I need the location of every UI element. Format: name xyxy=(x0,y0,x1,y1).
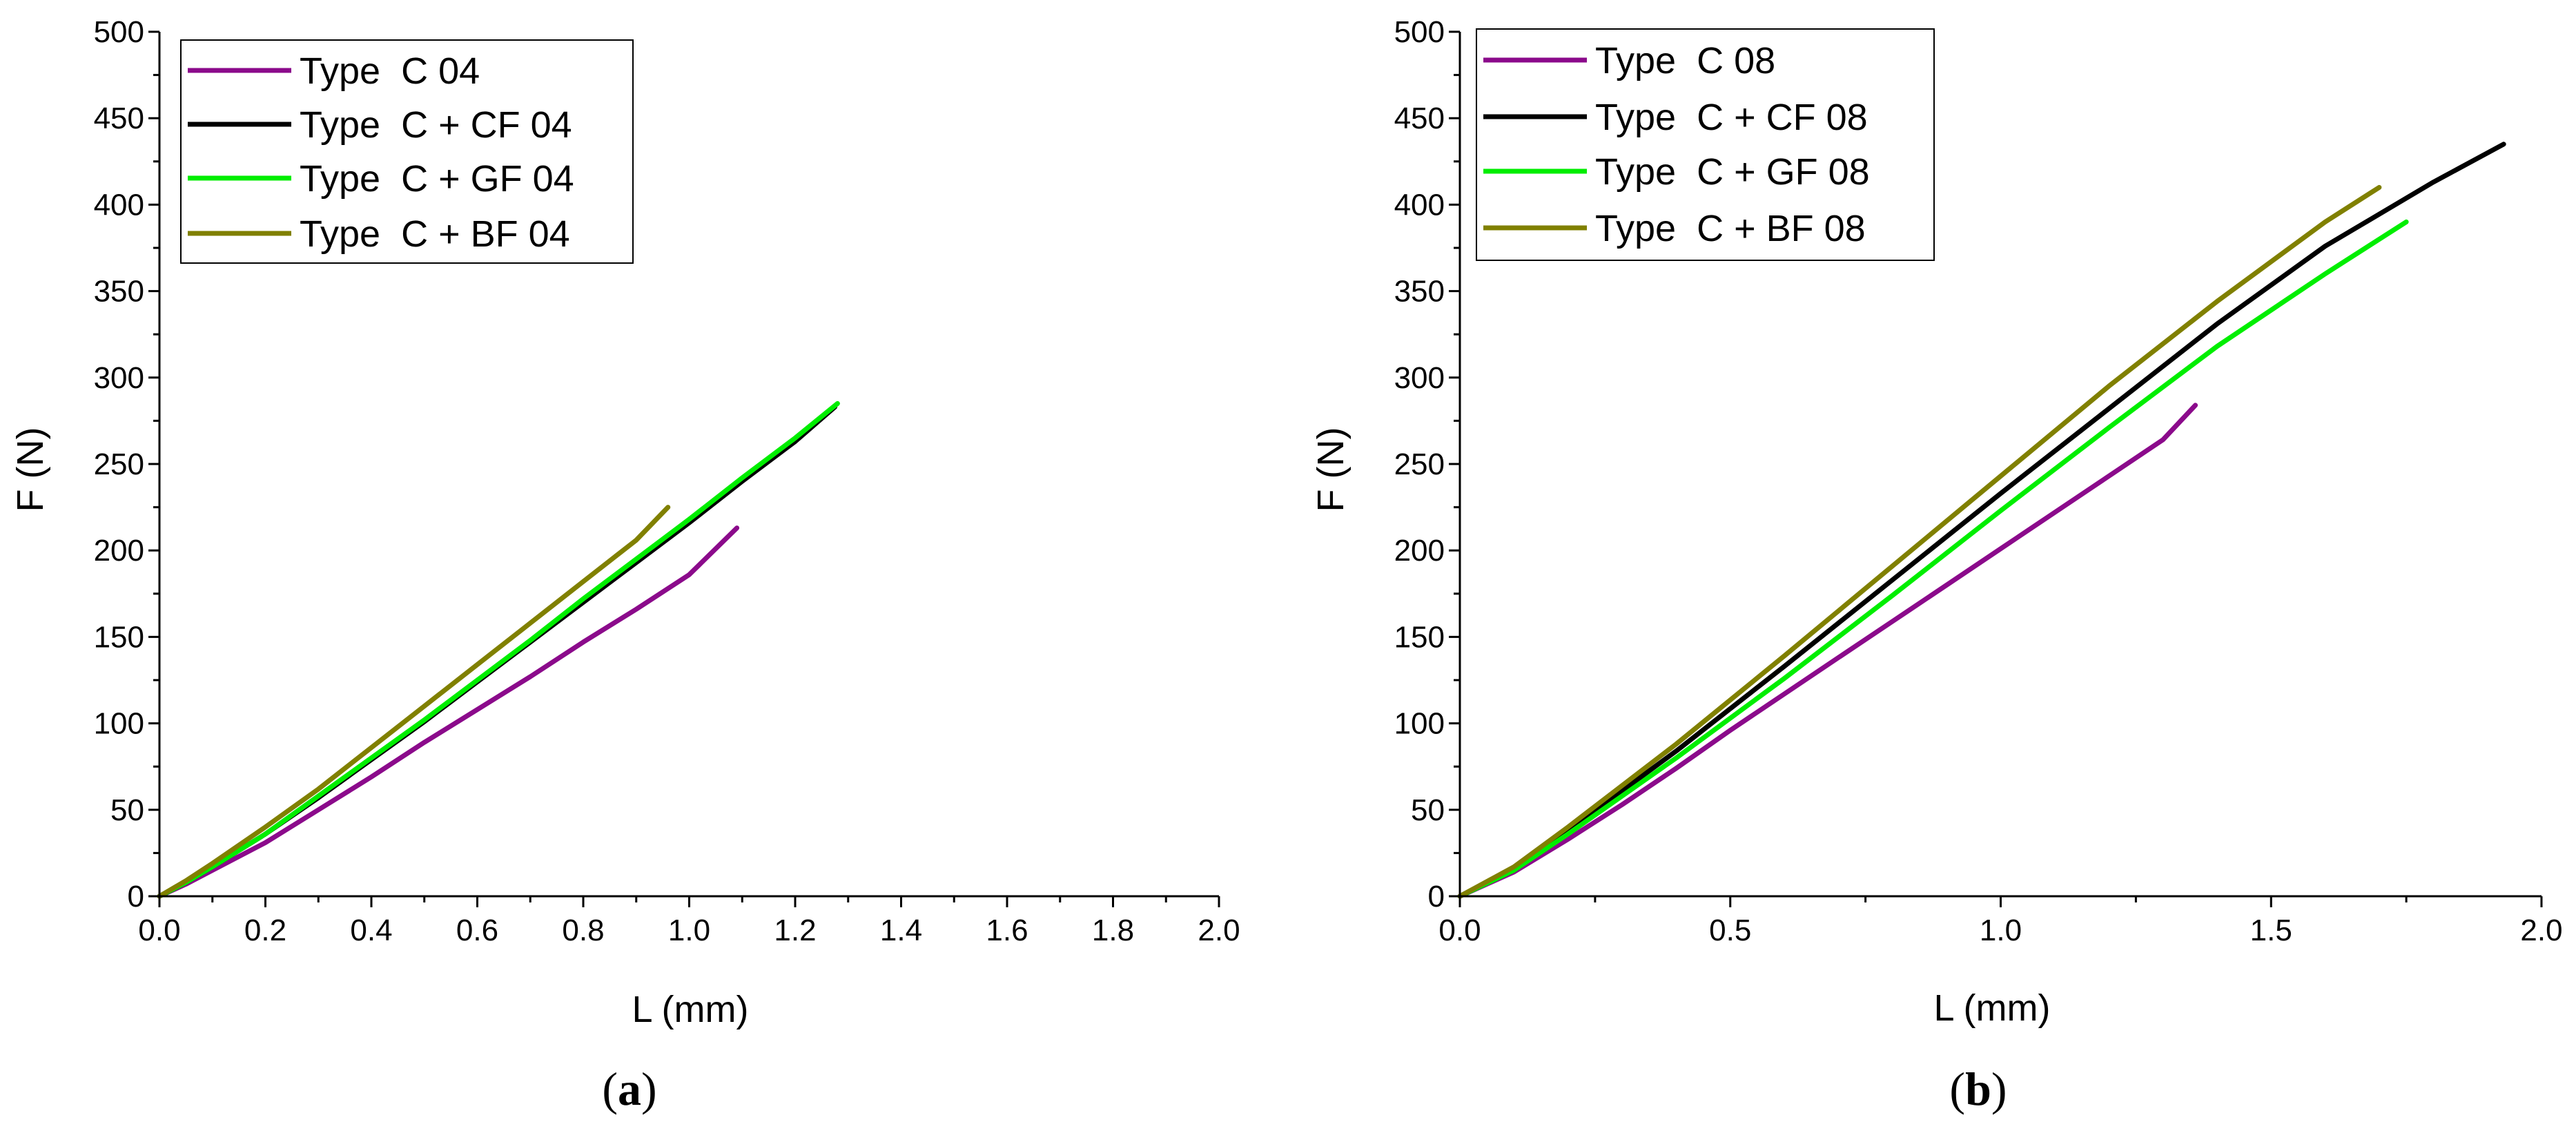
x-tick-label-a-5: 1.0 xyxy=(668,914,710,947)
y-tick-label-b-7: 350 xyxy=(1394,275,1445,309)
legend-b-label-3: Type C + BF 08 xyxy=(1595,208,1866,249)
legend-b-label-0: Type C 08 xyxy=(1595,40,1775,81)
y-tick-label-b-2: 100 xyxy=(1394,707,1445,741)
series-line-a-0 xyxy=(157,525,740,899)
x-tick-label-b-4: 2.0 xyxy=(2520,914,2562,947)
legend-b-box xyxy=(1476,28,1935,261)
x-tick-label-b-0: 0.0 xyxy=(1438,914,1481,947)
y-tick-label-a-9: 450 xyxy=(94,102,144,135)
y-tick-label-a-10: 500 xyxy=(94,15,144,49)
y-tick-label-a-1: 50 xyxy=(110,793,144,827)
panel-label-a: (a) xyxy=(602,1063,656,1115)
y-tick-label-b-9: 450 xyxy=(1394,102,1445,135)
y-axis-title-a: F (N) xyxy=(10,427,51,512)
legend-a-box xyxy=(180,39,634,264)
series-line-b-0 xyxy=(1457,403,2198,899)
x-tick-label-a-1: 0.2 xyxy=(244,914,286,947)
plot-b-marks: 0.0 0.5 1.0 1.5 2.0 0 50 100 150 200 250 300 350 400 4… xyxy=(1394,15,2563,947)
legend-a-label-0: Type C 04 xyxy=(300,50,480,92)
y-axis-title-b: F (N) xyxy=(1310,427,1352,512)
y-tick-label-b-3: 150 xyxy=(1394,620,1445,654)
chart-panel-a: 0.0 0.2 0.4 0.6 0.8 1.0 1.2 1.4 1.6 1.8 2.0 0 50 100 1… xyxy=(10,15,1240,1115)
y-tick-label-a-2: 100 xyxy=(94,707,144,741)
x-tick-label-a-0: 0.0 xyxy=(138,914,180,947)
series-line-b-2 xyxy=(1457,219,2409,899)
y-tick-label-b-1: 50 xyxy=(1411,793,1445,827)
y-tick-label-a-6: 300 xyxy=(94,361,144,395)
x-tick-label-b-1: 0.5 xyxy=(1709,914,1751,947)
x-tick-label-a-4: 0.8 xyxy=(562,914,604,947)
x-tick-label-a-2: 0.4 xyxy=(350,914,392,947)
x-tick-label-b-3: 1.5 xyxy=(2250,914,2292,947)
y-tick-label-b-10: 500 xyxy=(1394,15,1445,49)
x-tick-label-a-3: 0.6 xyxy=(456,914,498,947)
y-tick-label-a-8: 400 xyxy=(94,188,144,222)
legend-b-label-1: Type C + CF 08 xyxy=(1595,97,1868,138)
chart-panel-b: 0.0 0.5 1.0 1.5 2.0 0 50 100 150 200 250 300 350 400 4… xyxy=(1310,15,2563,1115)
legend-a-label-2: Type C + GF 04 xyxy=(300,158,574,200)
series-line-b-1 xyxy=(1457,142,2506,899)
y-tick-label-b-0: 0 xyxy=(1428,880,1445,914)
legend-a: Type C 04 Type C + CF 04 Type C + GF 04 … xyxy=(180,39,634,264)
x-axis-title-b: L (mm) xyxy=(1934,987,2051,1029)
x-tick-label-b-2: 1.0 xyxy=(1980,914,2022,947)
legend-b: Type C 08 Type C + CF 08 Type C + GF 08 … xyxy=(1476,28,1935,261)
legend-b-label-2: Type C + GF 08 xyxy=(1595,151,1870,193)
x-tick-label-a-10: 2.0 xyxy=(1198,914,1240,947)
x-axis-title-a: L (mm) xyxy=(632,989,749,1030)
y-tick-label-a-7: 350 xyxy=(94,275,144,309)
series-line-a-3 xyxy=(157,505,671,899)
legend-a-label-3: Type C + BF 04 xyxy=(300,213,570,255)
y-tick-label-a-5: 250 xyxy=(94,447,144,481)
y-tick-label-a-3: 150 xyxy=(94,620,144,654)
x-tick-label-a-6: 1.2 xyxy=(774,914,816,947)
y-tick-label-b-4: 200 xyxy=(1394,534,1445,568)
plot-a-marks: 0.0 0.2 0.4 0.6 0.8 1.0 1.2 1.4 1.6 1.8 2.0 0 50 100 1… xyxy=(94,15,1240,947)
y-tick-label-b-6: 300 xyxy=(1394,361,1445,395)
y-tick-label-b-8: 400 xyxy=(1394,188,1445,222)
legend-a-label-1: Type C + CF 04 xyxy=(300,104,572,146)
series-line-b-3 xyxy=(1457,184,2382,899)
x-tick-label-a-8: 1.6 xyxy=(986,914,1028,947)
series-line-a-2 xyxy=(157,400,840,899)
panel-label-b: (b) xyxy=(1949,1063,2007,1115)
x-tick-label-a-7: 1.4 xyxy=(880,914,922,947)
y-tick-label-a-0: 0 xyxy=(128,880,144,914)
x-tick-label-a-9: 1.8 xyxy=(1092,914,1134,947)
y-tick-label-b-5: 250 xyxy=(1394,447,1445,481)
y-tick-label-a-4: 200 xyxy=(94,534,144,568)
